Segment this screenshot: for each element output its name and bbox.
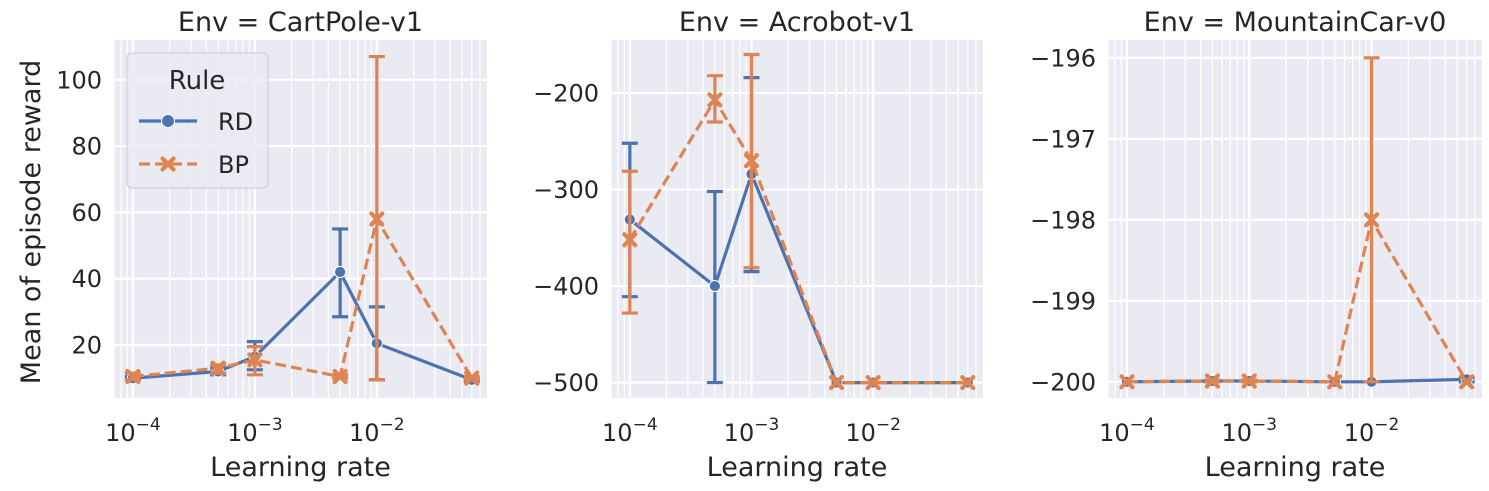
- data-point: [1363, 212, 1380, 228]
- series-bp: [124, 54, 480, 386]
- panel-title: Env = CartPole-v1: [178, 7, 423, 38]
- data-point: [1459, 374, 1475, 390]
- data-point: [464, 370, 480, 386]
- data-point: [334, 265, 347, 279]
- data-point: [622, 232, 638, 248]
- series-line: [1126, 218, 1469, 384]
- data-point: [707, 92, 723, 108]
- plot-area: [611, 40, 983, 398]
- x-tick-label: 10−3: [227, 415, 283, 447]
- data-point: [708, 279, 721, 293]
- data-point: [1119, 374, 1135, 390]
- x-axis-label: Learning rate: [707, 452, 888, 483]
- y-tick-label: 100: [56, 66, 102, 94]
- series-layer: [124, 54, 480, 386]
- y-tick-label: −196: [1030, 44, 1096, 72]
- data-point: [865, 374, 881, 391]
- series-bp: [1119, 56, 1475, 390]
- y-tick-label: −197: [1030, 125, 1096, 153]
- legend-item-rd: RD: [139, 108, 253, 136]
- y-tick-label: −200: [533, 80, 599, 108]
- series-line: [132, 217, 474, 379]
- legend-item-bp: BP: [139, 151, 249, 179]
- data-point: [1241, 373, 1257, 389]
- series-layer: [1119, 56, 1475, 390]
- x-axis-label: Learning rate: [1205, 452, 1386, 483]
- x-tick-label: 10−2: [845, 415, 901, 447]
- panel-1: Env = CartPole-v1 Learning rate 10−4 10−3 10…: [56, 7, 487, 483]
- series-line: [628, 98, 968, 385]
- x-tick-label: 10−3: [1221, 415, 1277, 447]
- data-point: [247, 352, 263, 368]
- series-bp: [621, 52, 976, 391]
- panel-title: Env = MountainCar-v0: [1144, 7, 1447, 38]
- y-tick-label: −500: [533, 369, 599, 397]
- y-axis-label: Mean of episode reward: [16, 60, 47, 384]
- legend-marker: [160, 156, 176, 172]
- x-tick-label: 10−4: [602, 415, 658, 447]
- panel-title: Env = Acrobot-v1: [679, 7, 915, 38]
- y-tick-label: −300: [533, 176, 599, 204]
- data-point: [1204, 373, 1221, 389]
- series-line: [628, 172, 968, 385]
- y-tick-label: −200: [1030, 368, 1096, 396]
- data-point: [125, 368, 141, 385]
- series-line: [132, 270, 473, 382]
- x-tick-label: 10−4: [1099, 415, 1155, 447]
- x-tick-label: 10−2: [349, 415, 405, 447]
- data-point: [369, 211, 385, 227]
- data-point: [828, 374, 845, 391]
- series-layer: [621, 52, 976, 391]
- y-tick-label: −198: [1030, 206, 1096, 234]
- legend-title: Rule: [169, 66, 226, 96]
- legend-label: BP: [218, 151, 249, 179]
- y-tick-label: 60: [71, 199, 102, 227]
- y-tick-label: 40: [71, 265, 102, 293]
- data-point: [1327, 374, 1343, 390]
- data-point: [210, 360, 226, 376]
- data-point: [960, 374, 976, 391]
- legend-marker: [161, 114, 175, 128]
- legend: Rule RD BP: [126, 52, 269, 189]
- y-tick-label: −199: [1030, 287, 1096, 315]
- y-tick-label: 20: [71, 331, 102, 359]
- x-axis-label: Learning rate: [210, 452, 391, 483]
- y-tick-label: 80: [71, 133, 102, 161]
- x-tick-label: 10−3: [724, 415, 780, 447]
- panel-2: Env = Acrobot-v1 Learning rate 10−4 10−3 10−…: [533, 7, 983, 483]
- data-point: [332, 368, 348, 385]
- y-tick-label: −400: [533, 273, 599, 301]
- data-point: [743, 153, 760, 169]
- legend-label: RD: [218, 108, 253, 136]
- x-tick-label: 10−4: [105, 415, 161, 447]
- x-tick-label: 10−2: [1344, 415, 1400, 447]
- panel-3: Env = MountainCar-v0 Learning rate 10−4 10−…: [1030, 7, 1482, 483]
- legend-frame: [126, 52, 269, 189]
